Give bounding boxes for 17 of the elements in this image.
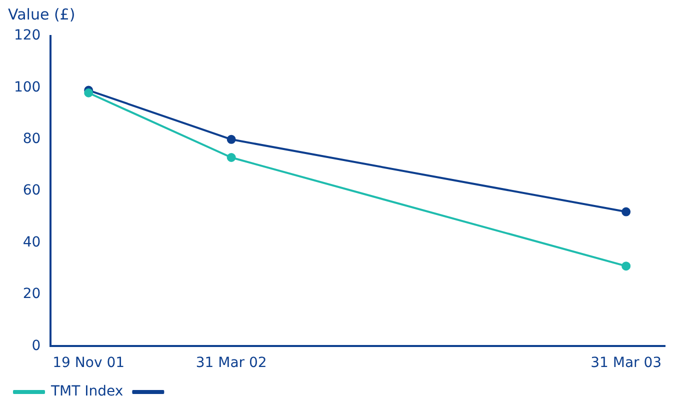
x-tick-label: 19 Nov 01 <box>52 355 125 372</box>
y-tick-label: 120 <box>14 28 41 44</box>
x-tick-label: 31 Mar 02 <box>196 355 267 372</box>
y-tick-label: 40 <box>22 234 41 250</box>
point <box>226 152 236 162</box>
y-tick-label: 60 <box>22 182 41 199</box>
point <box>226 134 236 144</box>
y-tick-label: 20 <box>22 286 41 302</box>
y-tick-label: 0 <box>32 338 41 354</box>
y-tick-label: 80 <box>22 131 41 148</box>
x-tick-label: 31 Mar 03 <box>590 355 662 372</box>
point <box>622 262 631 271</box>
point <box>622 207 631 216</box>
legend-label: TMT Index <box>50 384 124 400</box>
point <box>84 88 94 98</box>
y-tick-label: 100 <box>14 79 41 96</box>
y-axis-title: Value (£) <box>8 5 76 24</box>
